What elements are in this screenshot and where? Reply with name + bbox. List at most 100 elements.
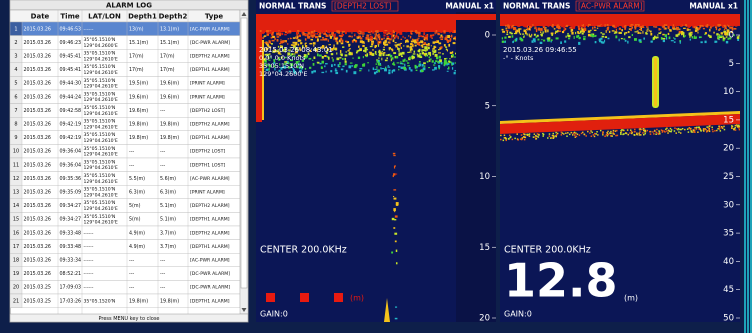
echo-speck — [673, 37, 675, 39]
echo-speck — [713, 24, 716, 27]
echo-speck — [438, 33, 440, 35]
echo-speck — [515, 37, 518, 40]
echo-speck — [433, 46, 437, 49]
echo-speck — [583, 133, 586, 136]
echo-speck — [441, 53, 444, 55]
column-header: Depth1 — [128, 13, 157, 21]
echo-speck — [628, 36, 631, 39]
echo-speck — [294, 47, 298, 51]
echo-speck — [707, 127, 710, 129]
echo-speck — [432, 33, 434, 37]
echo-speck — [306, 33, 309, 37]
echo-speck — [330, 53, 334, 56]
cell-depth2: --- — [160, 163, 165, 168]
echo-speck — [399, 61, 402, 63]
echo-speck — [438, 60, 441, 64]
echo-speck — [438, 49, 440, 51]
scale-label: 10 — [723, 87, 734, 97]
echo-speck — [301, 59, 305, 62]
echo-speck — [453, 37, 456, 40]
echo-speck — [711, 25, 714, 28]
echo-speck — [333, 63, 336, 66]
echo-speck — [551, 33, 554, 36]
echo-speck — [295, 36, 297, 38]
echo-speck — [662, 39, 666, 43]
echo-speck — [674, 24, 677, 27]
echo-speck — [391, 35, 393, 37]
echo-speck — [705, 25, 708, 28]
echo-speck — [515, 31, 518, 34]
cell-latlon: 35°05.1510'N — [84, 119, 116, 125]
echo-speck — [388, 41, 391, 44]
echo-speck — [435, 56, 439, 60]
echo-speck — [278, 33, 282, 37]
depth-unit: (m) — [624, 294, 638, 303]
echo-speck — [412, 39, 415, 43]
echo-speck — [440, 46, 443, 49]
cell-type: [DEPTH1 ALARM] — [190, 244, 230, 250]
echo-speck — [543, 27, 546, 31]
echo-speck — [631, 132, 633, 135]
echo-speck — [719, 35, 723, 38]
cell-date: 2015.03.26 — [24, 258, 51, 264]
echo-speck — [578, 134, 581, 136]
echo-speck — [536, 133, 539, 135]
cell-latlon: 129°04.2610'E — [84, 165, 118, 171]
echo-speck — [634, 38, 637, 41]
echo-speck — [666, 130, 668, 132]
echo-speck — [443, 64, 445, 66]
echo-speck — [537, 27, 541, 31]
cell-latlon: 35°05.1510'N — [84, 214, 116, 220]
echo-speck — [693, 35, 696, 39]
depth-value: 12.8 — [504, 254, 618, 308]
echo-speck — [616, 24, 620, 27]
echo-speck — [597, 25, 600, 27]
echo-speck — [305, 42, 307, 44]
echo-speck — [569, 27, 572, 29]
echo-speck — [724, 25, 727, 29]
echo-speck — [563, 26, 566, 29]
echo-speck — [279, 43, 282, 45]
echo-speck — [523, 138, 526, 141]
echo-speck — [414, 44, 417, 47]
echo-speck — [678, 32, 682, 34]
echo-speck — [590, 29, 592, 32]
row-index: 6 — [14, 94, 17, 100]
echo-speck — [377, 35, 381, 39]
echo-speck — [653, 35, 656, 39]
echo-speck — [289, 37, 292, 40]
echo-speck — [348, 48, 352, 50]
echo-speck — [369, 35, 373, 38]
echo-speck — [394, 219, 397, 221]
echo-speck — [669, 127, 672, 130]
cell-type: [DEPTH1 LOST] — [190, 162, 225, 168]
echo-speck — [362, 63, 365, 67]
echo-speck — [564, 40, 567, 43]
echo-speck — [400, 62, 403, 65]
echo-speck — [276, 39, 279, 42]
echo-speck — [625, 31, 628, 34]
echo-speck — [298, 34, 301, 37]
echo-speck — [648, 24, 651, 26]
echo-speck — [600, 37, 603, 40]
echo-speck — [649, 130, 652, 133]
echo-speck — [553, 135, 555, 137]
echo-speck — [267, 45, 270, 48]
echo-speck — [616, 134, 619, 137]
echo-speck — [341, 58, 344, 60]
echo-speck — [539, 41, 543, 45]
echo-speck — [378, 41, 381, 44]
echo-speck — [523, 133, 525, 135]
echo-speck — [435, 60, 438, 63]
echo-speck — [292, 44, 296, 47]
echo-speck — [319, 62, 322, 65]
echo-speck — [326, 49, 329, 52]
echo-speck — [660, 24, 662, 27]
row-index: 14 — [13, 203, 19, 209]
echo-speck — [359, 70, 362, 72]
echo-speck — [393, 52, 397, 55]
echo-speck — [688, 32, 692, 35]
echo-speck — [646, 28, 649, 30]
echo-speck — [691, 36, 694, 39]
echo-speck — [314, 48, 316, 51]
